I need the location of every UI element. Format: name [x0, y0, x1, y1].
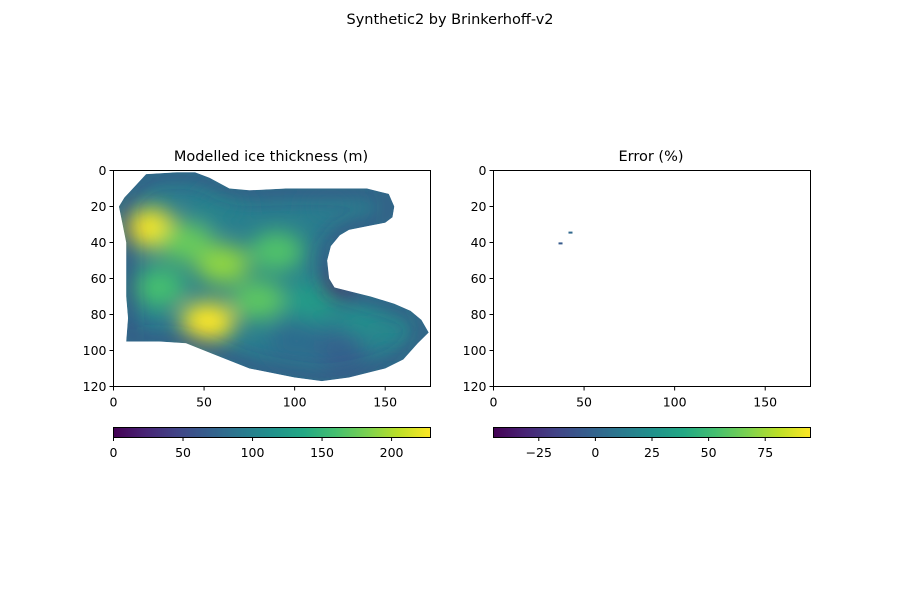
thickness-hotspot	[249, 231, 304, 272]
y-tick-label: 20	[91, 199, 107, 214]
thickness-hotspot	[303, 186, 358, 227]
y-tick-label: 40	[91, 235, 107, 250]
x-tick-label: 50	[196, 395, 212, 410]
y-tick-label: 60	[471, 271, 487, 286]
y-tick-label: 0	[479, 163, 487, 178]
thickness-colorbar	[113, 427, 431, 438]
colorbar-tick-label: −25	[526, 445, 552, 460]
y-tick-label: 60	[91, 271, 107, 286]
colorbar-tick-label: 100	[241, 445, 265, 460]
y-tick-label: 80	[471, 307, 487, 322]
thickness-hotspot	[367, 308, 422, 349]
colorbar-tick-label: 75	[757, 445, 773, 460]
thickness-panel: Modelled ice thickness (m) 0 50 100 150 0 20…	[83, 149, 431, 460]
colorbar-tick-label: 50	[701, 445, 717, 460]
error-image	[558, 231, 573, 245]
y-tick-label: 80	[91, 307, 107, 322]
figure-title: Synthetic2 by Brinkerhoff-v2	[346, 12, 553, 28]
thickness-edge	[118, 172, 429, 382]
thickness-y-axis: 0 20 40 60 80 100 120	[83, 163, 114, 394]
thickness-x-axis: 0 50 100 150	[110, 386, 397, 410]
thickness-field	[118, 172, 429, 382]
error-x-axis: 0 50 100 150	[490, 386, 777, 410]
colorbar-tick-label: 150	[310, 445, 334, 460]
x-tick-label: 150	[753, 395, 777, 410]
thickness-hotspot	[195, 244, 250, 285]
colorbar-tick-label: 0	[110, 445, 118, 460]
thickness-hotspot	[312, 330, 367, 371]
error-point	[568, 231, 573, 234]
y-tick-label: 0	[99, 163, 107, 178]
y-tick-label: 120	[83, 379, 107, 394]
thickness-hotspot	[158, 222, 213, 263]
y-tick-label: 100	[463, 343, 487, 358]
x-tick-label: 100	[663, 395, 687, 410]
thickness-colorbar-ticks: 0 50 100 150 200	[110, 437, 404, 460]
x-tick-label: 0	[490, 395, 498, 410]
thickness-hotspot	[231, 280, 286, 321]
error-y-axis: 0 20 40 60 80 100 120	[463, 163, 494, 394]
colorbar-tick-label: 50	[175, 445, 191, 460]
thickness-hotspot	[131, 267, 186, 308]
colorbar-tick-label: 25	[644, 445, 660, 460]
colorbar-tick-label: 200	[380, 445, 404, 460]
x-tick-label: 0	[110, 395, 118, 410]
x-tick-label: 50	[576, 395, 592, 410]
error-colorbar	[493, 427, 811, 438]
thickness-hotspot	[267, 321, 322, 362]
y-tick-label: 20	[471, 199, 487, 214]
thickness-hotspot	[195, 186, 250, 227]
x-tick-label: 150	[373, 395, 397, 410]
thickness-panel-title: Modelled ice thickness (m)	[174, 149, 368, 165]
error-panel: Error (%) 0 50 100 150 0 20 40 60 80 100 120 −25 0…	[463, 149, 811, 460]
thickness-blobs	[122, 186, 422, 371]
thickness-image	[118, 172, 429, 382]
colorbar-tick-label: 0	[591, 445, 599, 460]
error-colorbar-ticks: −25 0 25 50 75	[526, 437, 773, 460]
error-point	[558, 242, 563, 245]
thickness-hotspot	[180, 301, 235, 342]
y-tick-label: 100	[83, 343, 107, 358]
y-tick-label: 40	[471, 235, 487, 250]
x-tick-label: 100	[283, 395, 307, 410]
error-panel-title: Error (%)	[618, 149, 683, 165]
error-axes-frame	[493, 170, 811, 387]
thickness-hotspot	[285, 280, 340, 321]
y-tick-label: 120	[463, 379, 487, 394]
